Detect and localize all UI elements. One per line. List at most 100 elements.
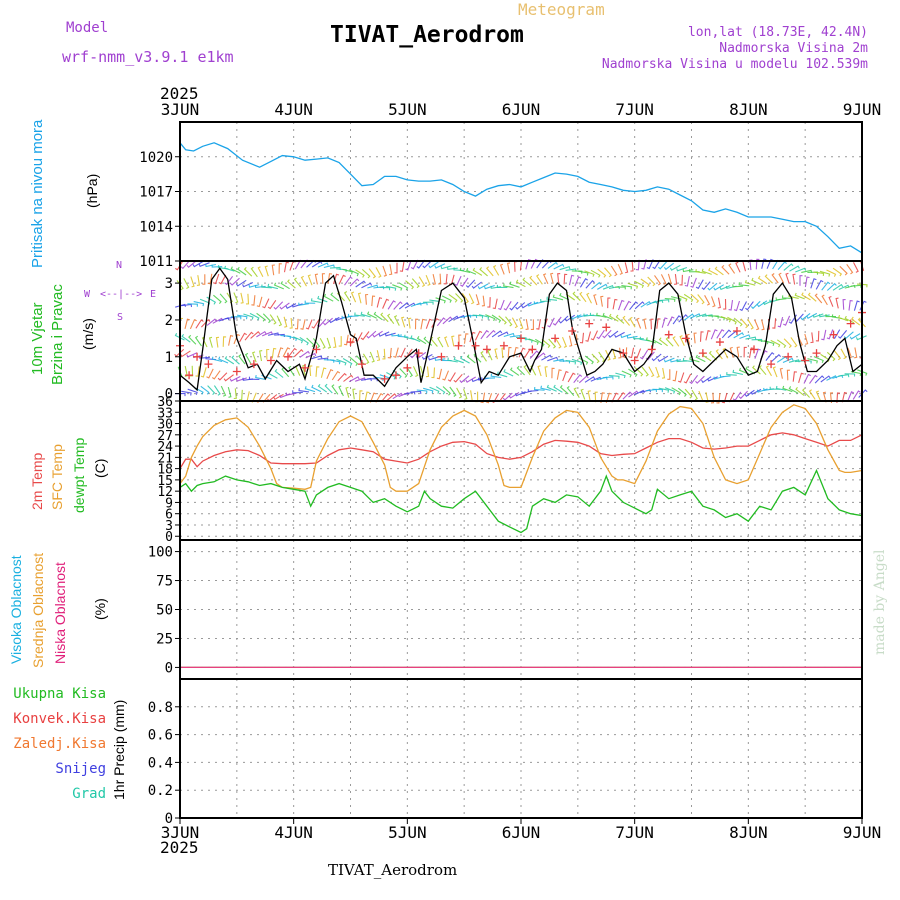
wind-barb <box>803 373 811 384</box>
wind-barb <box>757 275 768 285</box>
wind-barb <box>572 291 581 302</box>
wind-barb <box>716 393 721 404</box>
wind-barb <box>280 281 290 290</box>
wind-barb <box>708 267 718 276</box>
x-tick-label-top: 6JUN <box>502 100 541 119</box>
wind-barb <box>331 384 339 395</box>
wind-barb <box>719 285 731 291</box>
wind-barb <box>451 335 455 347</box>
wind-barb <box>250 331 261 339</box>
wind-barb <box>804 333 809 345</box>
wind-barb <box>624 262 629 274</box>
wind-barb <box>627 282 639 289</box>
wind-barb <box>669 264 681 271</box>
wind-barb <box>663 357 675 363</box>
wind-barb <box>371 295 376 307</box>
pressure-line <box>179 142 863 254</box>
wind-barb <box>190 365 194 377</box>
wind-barb <box>378 331 390 337</box>
wind-barb <box>252 351 257 363</box>
panel-frame <box>179 121 863 262</box>
wind-barb <box>267 283 279 290</box>
gust-marker <box>619 349 628 358</box>
wind-barb <box>529 275 538 286</box>
gust-marker <box>266 356 275 365</box>
wind-barb <box>530 319 534 330</box>
x-tick-label-top: 8JUN <box>729 100 768 119</box>
wind-barb <box>200 385 210 395</box>
wind-barb <box>621 370 632 378</box>
wind-barb <box>472 267 483 276</box>
gust-marker <box>471 341 480 350</box>
wind-barb <box>672 336 680 347</box>
wind-barb <box>348 376 360 383</box>
wind-barb <box>799 275 803 286</box>
wind-barb <box>487 349 493 361</box>
wind-barb <box>494 348 498 360</box>
wind-barb <box>755 258 760 270</box>
wind-barb <box>634 301 645 310</box>
wind-barb <box>652 388 663 393</box>
gust-marker <box>647 345 656 354</box>
wind-barb <box>640 349 649 360</box>
x-tick-label-bottom: 4JUN <box>274 823 313 842</box>
wind-barb <box>375 392 384 403</box>
wind-barb <box>336 268 347 273</box>
wind-barb <box>392 284 403 291</box>
wind-barb <box>739 301 747 312</box>
wind-barb <box>486 266 494 277</box>
wind-barb <box>205 263 217 268</box>
wind-barb <box>461 292 469 304</box>
wind-barb <box>288 347 297 357</box>
wind-barb <box>754 348 761 359</box>
gust-marker <box>715 338 724 347</box>
y-tick-label: 0.6 <box>148 728 173 744</box>
wind-barb <box>487 297 491 308</box>
wind-barb <box>431 367 436 379</box>
wind-barb <box>421 354 433 360</box>
wind-barb <box>444 336 449 348</box>
wind-barb <box>385 285 397 291</box>
wind-barb <box>783 315 791 326</box>
wind-barb <box>732 284 744 288</box>
gust-marker <box>698 349 707 358</box>
wind-barb <box>222 336 227 347</box>
wind-barb <box>230 277 240 286</box>
wind-barb <box>641 366 649 377</box>
wind-barb <box>634 280 645 289</box>
wind-barb <box>615 372 626 379</box>
gust-marker <box>414 349 423 358</box>
wind-barb <box>683 293 694 303</box>
wind-barb <box>393 315 400 326</box>
wind-barb <box>528 338 539 345</box>
wind-barb <box>288 365 295 377</box>
wind-barb <box>701 376 712 384</box>
y-tick-label: 30 <box>157 418 173 433</box>
wind-barb <box>546 296 558 301</box>
y-tick-label: 3 <box>165 519 173 534</box>
wind-barb <box>184 318 190 330</box>
wind-barb <box>800 312 811 321</box>
wind-barb <box>684 313 695 321</box>
wind-barb <box>782 385 793 393</box>
wind-barb <box>639 336 650 342</box>
wind-barb <box>647 276 656 287</box>
wind-barb <box>463 388 468 400</box>
wind-barb <box>244 391 250 402</box>
wind-barb <box>807 292 817 302</box>
wind-barb <box>481 295 486 307</box>
wind-barb <box>841 391 848 403</box>
wind-barb <box>562 370 569 382</box>
wind-barb <box>217 372 228 381</box>
gust-marker <box>499 341 508 350</box>
wind-barb <box>594 391 598 403</box>
wind-barb <box>785 272 790 284</box>
wind-barb <box>343 374 354 382</box>
y-tick-label: 0 <box>165 530 173 545</box>
y-tick-label: 12 <box>157 485 173 500</box>
wind-barb <box>491 314 502 323</box>
wind-barb <box>368 268 377 279</box>
wind-barb <box>238 354 246 365</box>
wind-barb <box>689 374 699 385</box>
wind-barb <box>826 282 837 291</box>
